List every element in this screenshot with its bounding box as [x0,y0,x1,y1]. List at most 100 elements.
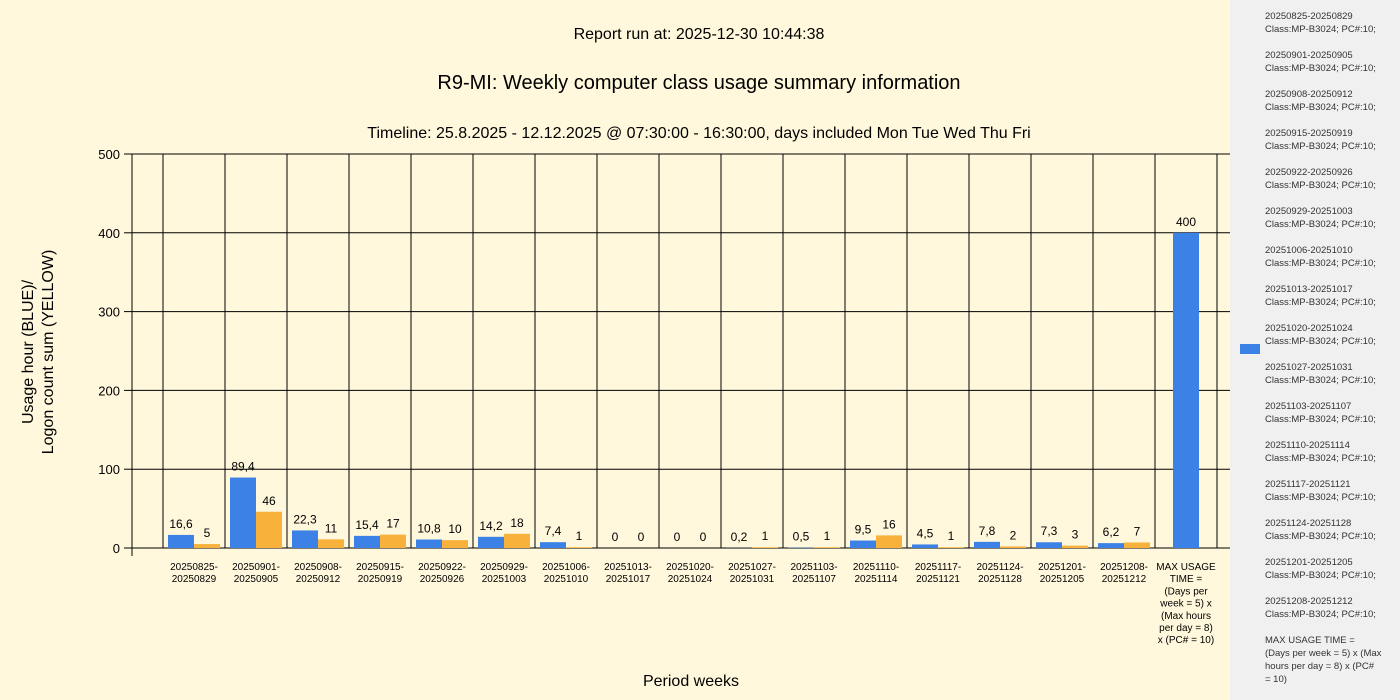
data-label-usage: 400 [1176,215,1196,229]
bar-usage-hours [292,530,318,548]
x-tick-label: 20251006-20251010 [542,562,590,585]
bar-usage-hours [974,541,1000,548]
y-tick-label: 100 [98,462,120,477]
data-label-logon: 11 [325,521,338,535]
data-label-logon: 7 [1134,524,1141,538]
data-label-logon: 1 [824,529,831,543]
bar-usage-hours [540,542,566,548]
bar-logon-count [938,547,964,548]
timeline-text: Timeline: 25.8.2025 - 12.12.2025 @ 07:30… [367,125,1030,142]
bar-logon-count [752,547,778,548]
data-label-logon: 3 [1072,528,1079,542]
legend-panel: 20250825-20250829 Class:MP-B3024; PC#:10… [1230,0,1400,700]
x-tick-label: 20251124-20251128 [976,562,1023,585]
bar-logon-count [442,540,468,548]
bar-logon-count [1062,545,1088,548]
data-label-usage: 7,3 [1041,524,1058,538]
bar-logon-count [566,547,592,548]
bar-usage-hours [478,536,504,548]
x-tick-label: 20250929-20251003 [480,562,528,585]
data-label-usage: 0 [612,530,619,544]
y-tick-label: 300 [98,305,120,320]
x-tick-label: 20251103-20251107 [790,562,837,585]
legend-item: 20251006-20251010 Class:MP-B3024; PC#:10… [1265,245,1376,269]
bar-logon-count [194,544,220,548]
bar-usage-hours [850,540,876,548]
bar-usage-hours [354,535,380,548]
data-label-usage: 10,8 [417,521,441,535]
data-label-logon: 5 [204,526,211,540]
data-label-usage: 4,5 [917,526,934,540]
bar-logon-count [256,511,282,548]
x-tick-label: 20250901-20250905 [232,562,280,585]
x-tick-label: 20251208-20251212 [1100,562,1148,585]
bar-usage-hours [1173,232,1199,549]
data-label-logon: 1 [576,529,583,543]
legend-item: 20251117-20251121 Class:MP-B3024; PC#:10… [1265,479,1376,503]
data-label-usage: 0,5 [793,530,810,544]
bar-usage-hours [1098,543,1124,548]
bar-logon-count [876,535,902,548]
bar-usage-hours [912,544,938,548]
x-tick-label: 20250915-20250919 [356,562,404,585]
data-label-logon: 10 [448,522,462,536]
data-label-usage: 7,8 [979,524,996,538]
x-tick-label: 20250922-20250926 [418,562,466,585]
y-axis-label-line2: Logon count sum (YELLOW) [40,250,57,455]
bar-usage-hours [168,534,194,548]
legend-item: 20251103-20251107 Class:MP-B3024; PC#:10… [1265,401,1376,425]
y-tick-label: 200 [98,383,120,398]
bar-logon-count [1000,546,1026,548]
data-label-logon: 0 [700,530,707,544]
legend-swatch-usage [1240,344,1260,354]
bar-logon-count [318,539,344,548]
data-label-usage: 16,6 [169,517,193,531]
legend-item: 20251124-20251128 Class:MP-B3024; PC#:10… [1265,518,1376,542]
bar-usage-hours [230,477,256,548]
x-tick-label: 20251201-20251205 [1038,562,1086,585]
legend-item: 20250901-20250905 Class:MP-B3024; PC#:10… [1265,50,1376,74]
data-label-usage: 7,4 [545,524,562,538]
data-label-logon: 16 [882,517,896,531]
bar-logon-count [1124,542,1150,548]
data-label-usage: 0,2 [731,530,748,544]
data-label-logon: 0 [638,530,645,544]
data-label-usage: 15,4 [355,518,379,532]
x-tick-label: 20251117-20251121 [915,562,961,585]
x-tick-label: 20250908-20250912 [294,562,342,585]
data-label-logon: 1 [948,529,955,543]
report-run-text: Report run at: 2025-12-30 10:44:38 [574,26,825,43]
data-label-usage: 0 [674,530,681,544]
data-label-usage: 22,3 [293,512,317,526]
legend-item: 20251013-20251017 Class:MP-B3024; PC#:10… [1265,284,1376,308]
legend-item: 20250915-20250919 Class:MP-B3024; PC#:10… [1265,128,1376,152]
legend-item: 20250929-20251003 Class:MP-B3024; PC#:10… [1265,206,1376,230]
legend-item: 20250825-20250829 Class:MP-B3024; PC#:10… [1265,11,1376,35]
bar-usage-hours [1036,542,1062,548]
bar-logon-count [380,534,406,548]
legend-item: 20251110-20251114 Class:MP-B3024; PC#:10… [1265,440,1376,464]
x-tick-label: 20251027-20251031 [728,562,776,585]
y-tick-label: 500 [98,147,120,162]
legend-item: 20251020-20251024 Class:MP-B3024; PC#:10… [1265,323,1376,347]
usage-chart: Report run at: 2025-12-30 10:44:38 R9-MI… [20,26,1230,690]
data-label-usage: 89,4 [231,460,255,474]
data-label-usage: 14,2 [479,519,503,533]
chart-title: R9-MI: Weekly computer class usage summa… [437,72,960,94]
bar-usage-hours [416,539,442,548]
legend-item: 20250908-20250912 Class:MP-B3024; PC#:10… [1265,89,1376,113]
x-tick-label: 20250825-20250829 [170,562,218,585]
x-tick-label: 20251110-20251114 [853,562,899,585]
legend-list: 20250825-20250829 Class:MP-B3024; PC#:10… [1265,10,1397,686]
data-label-logon: 1 [762,529,769,543]
data-label-logon: 2 [1010,528,1017,542]
data-label-logon: 46 [262,494,276,508]
x-tick-label: 20251020-20251024 [666,562,714,585]
legend-item: 20251027-20251031 Class:MP-B3024; PC#:10… [1265,362,1376,386]
legend-item: MAX USAGE TIME = (Days per week = 5) x (… [1265,635,1382,685]
legend-item: 20251201-20251205 Class:MP-B3024; PC#:10… [1265,557,1376,581]
y-tick-label: 0 [113,541,120,556]
x-tick-label: 20251013-20251017 [604,562,652,585]
y-axis-label-line1: Usage hour (BLUE)/ [20,279,37,424]
y-tick-label: 400 [98,226,120,241]
